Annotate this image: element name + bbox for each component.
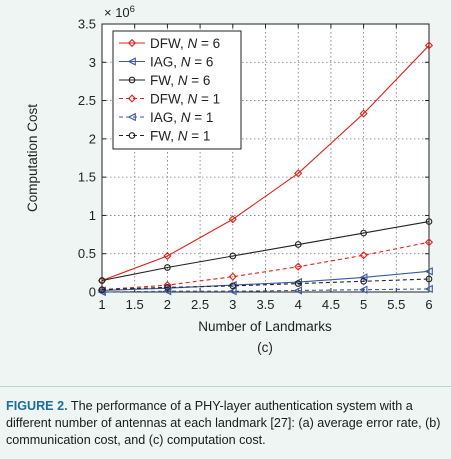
x-tick-label: 2 [164,297,171,312]
data-point-marker [127,112,136,122]
series-line [101,241,430,291]
data-point-marker [128,76,136,84]
data-point-marker [228,215,237,224]
series-dfw-n-6 [97,41,434,285]
legend-entry: DFW, N = 6 [119,36,220,51]
series-line [101,288,430,293]
data-point-marker [424,238,434,247]
y-tick-label: 2.5 [78,93,96,108]
data-point-marker [424,267,433,276]
y-axis-label: Computation Cost [25,104,40,212]
legend-entry: IAG, N = 1 [119,110,213,125]
series-line [101,278,430,291]
data-point-marker [360,277,367,285]
data-point-marker [360,229,367,237]
data-point-marker [424,41,434,50]
chart: 1 1.5 2 2.5 3 3.5 4 4.5 5 5.5 6 0 0.5 1 1.5 2 2.5 3 3.5 DF… [25,4,434,355]
y-tick-label: 0.5 [78,246,96,261]
legend-label: DFW, N = 6 [150,36,220,51]
y-tick-label: 1 [89,208,96,223]
data-point-marker [359,285,368,294]
x-tick-label: 1 [98,297,105,312]
data-point-marker [229,282,237,290]
data-point-marker [359,251,368,260]
data-point-marker [294,262,303,271]
series-line [101,45,430,282]
caption-label: FIGURE 2. [6,399,68,413]
data-point-marker [228,272,237,281]
x-tick-label: 4 [295,297,302,312]
x-tick-label: 3 [229,297,236,312]
legend-entry: FW, N = 1 [119,129,210,144]
legend-label: IAG, N = 6 [150,55,213,70]
data-point-marker [98,286,106,294]
series-line [101,270,430,292]
data-point-marker [294,241,302,248]
y-tick-label: 2 [89,131,96,146]
data-point-marker [164,264,171,271]
y-tick-label: 0 [89,285,96,300]
legend: DFW, N = 6 IAG, N = 6 FW, N = 6 DFW, N = 1 I… [112,30,242,150]
data-point-marker [359,273,368,282]
y-tick-label: 1.5 [78,170,96,185]
data-point-marker [127,94,137,103]
data-point-marker [294,280,302,287]
figure-caption: FIGURE 2. The performance of a PHY-layer… [6,398,446,449]
series-line [101,221,430,282]
y-tick-label: 3.5 [78,17,96,32]
y-tick-label: 3 [89,55,96,70]
x-tick-label: 6 [425,297,432,312]
data-point-marker [127,38,137,48]
data-point-marker [97,287,106,297]
legend-entry: FW, N = 6 [119,73,210,88]
data-point-marker [228,287,237,296]
data-point-marker [163,251,172,261]
data-point-marker [128,132,136,139]
x-tick-label: 5.5 [387,297,405,312]
data-point-marker [294,169,303,178]
x-tick-label: 1.5 [126,297,144,312]
x-tick-label: 4.5 [322,297,340,312]
data-point-marker [425,275,433,283]
data-point-marker [424,284,433,294]
legend-label: FW, N = 1 [150,129,210,144]
x-tick-label: 2.5 [191,297,209,312]
data-point-marker [293,286,303,295]
caption-text: The performance of a PHY-layer authentic… [6,399,441,447]
multiplier-label: × 106 [104,4,135,20]
legend-label: DFW, N = 1 [150,92,220,107]
x-axis-label: Number of Landmarks [198,319,332,334]
series-fw-n-6 [98,218,433,284]
axis-ticks: 1 1.5 2 2.5 3 3.5 4 4.5 5 5.5 6 0 0.5 1 1.5 2 2.5 3 3.5 [78,17,433,313]
data-point-marker [425,218,433,225]
legend-label: IAG, N = 1 [150,110,213,125]
data-point-marker [163,281,172,290]
data-point-marker [359,109,368,118]
data-point-marker [164,284,171,291]
caption-separator [0,386,451,387]
legend-box [112,30,242,150]
series-layer [97,41,434,297]
legend-entry: DFW, N = 1 [119,92,220,107]
data-point-marker [127,57,136,66]
series-fw-n-1 [98,275,433,294]
series-iag-n-1 [97,284,433,297]
panel-label: (c) [257,340,273,355]
data-point-marker [229,252,237,260]
legend-entry: IAG, N = 6 [119,55,213,70]
legend-label: FW, N = 6 [150,73,210,88]
data-point-marker [162,287,172,296]
data-point-marker [98,277,106,284]
x-tick-label: 3.5 [256,297,274,312]
x-tick-label: 5 [360,297,367,312]
